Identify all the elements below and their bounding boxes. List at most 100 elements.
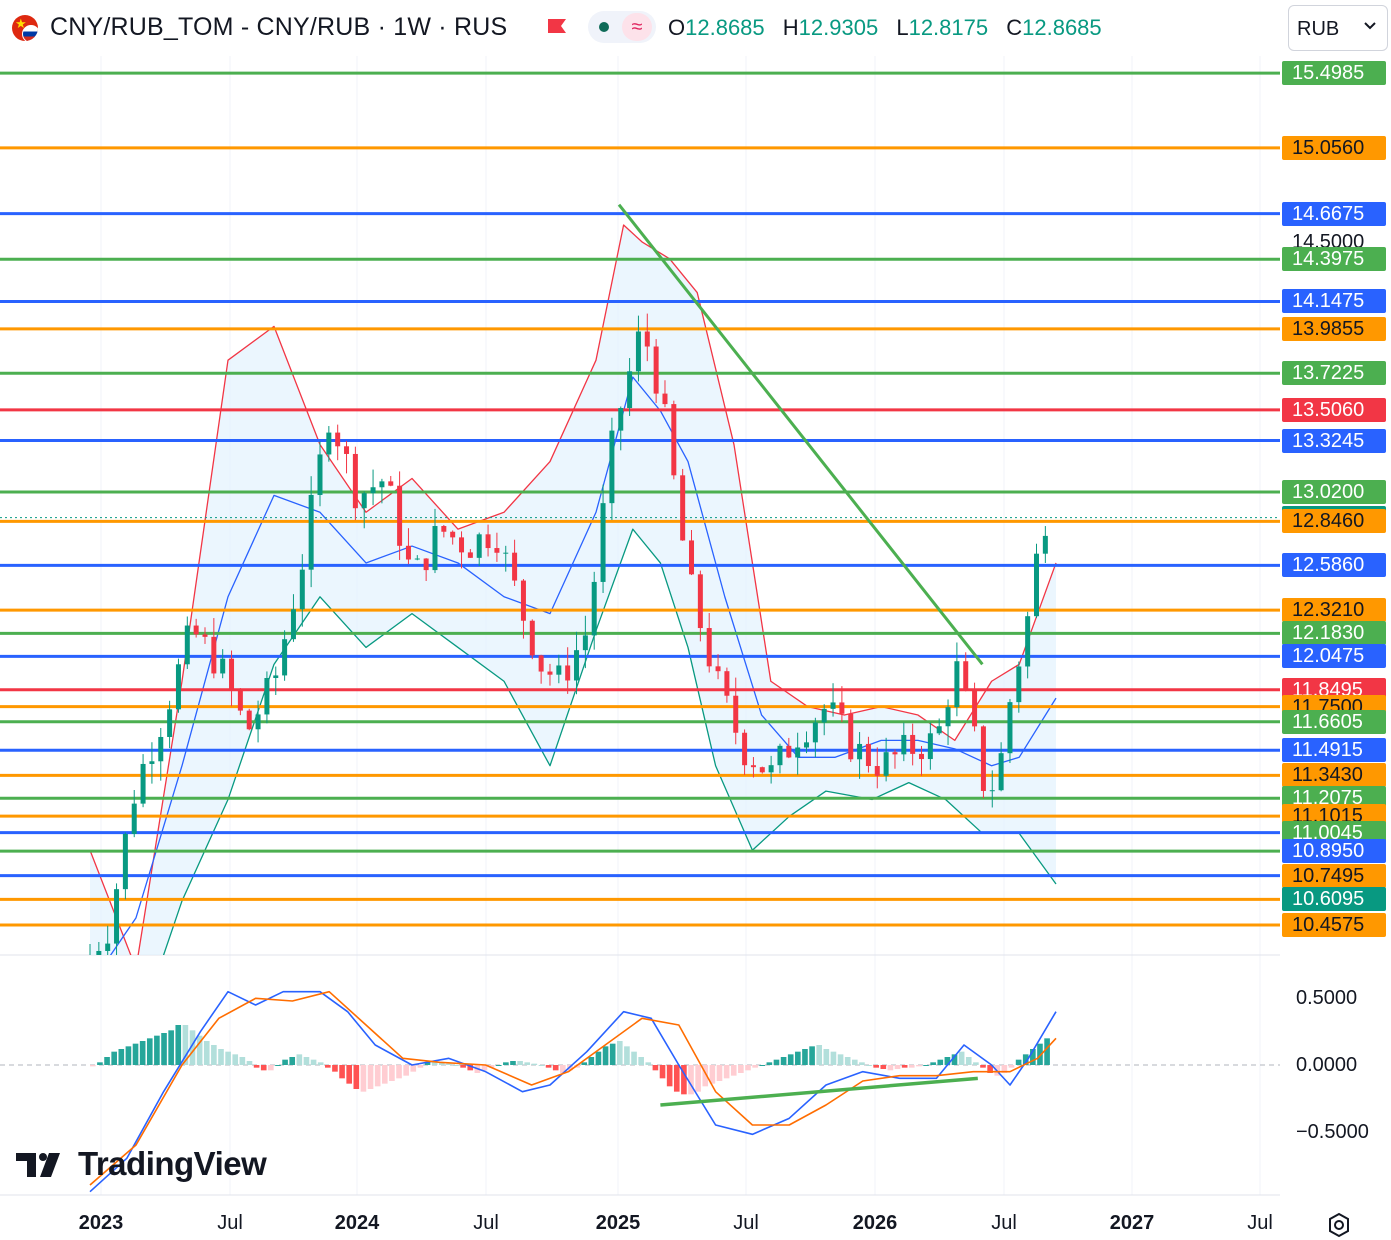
macd-histogram-bar [310, 1059, 317, 1065]
macd-histogram-bar [581, 1062, 588, 1065]
candle [237, 688, 243, 716]
high-key: H [782, 15, 799, 40]
candle [768, 755, 774, 784]
candle [874, 747, 880, 789]
candle-body [1042, 535, 1048, 554]
candle [459, 531, 465, 569]
divergence-line [660, 1076, 978, 1107]
candle-body [202, 634, 208, 637]
macd-histogram-bar [659, 1065, 666, 1079]
candle-body [963, 661, 969, 690]
macd-histogram-bar [830, 1051, 837, 1065]
low-value: 12.8175 [908, 15, 989, 40]
candle [759, 766, 765, 774]
macd-histogram-bar [203, 1041, 210, 1065]
candle [441, 524, 447, 538]
candle-body [644, 331, 650, 347]
candle-body [600, 503, 606, 582]
candle [635, 315, 641, 382]
candle [1016, 661, 1022, 713]
candle [290, 594, 296, 642]
candle [423, 558, 429, 581]
candle-body [706, 628, 712, 667]
macd-histogram-bar [275, 1065, 281, 1066]
macd-histogram-bar [125, 1046, 132, 1065]
close-value: 12.8685 [1022, 15, 1102, 40]
macd-histogram-bar [132, 1043, 139, 1065]
low-key: L [896, 15, 909, 40]
candle [485, 524, 491, 557]
candle-body [131, 803, 137, 834]
candle [945, 699, 951, 745]
tradingview-logo[interactable]: TradingView [16, 1144, 267, 1184]
macd-histogram-bar [303, 1057, 310, 1065]
candle [476, 532, 482, 567]
macd-histogram-bar [958, 1051, 965, 1065]
candle [1034, 543, 1040, 619]
candle-body [989, 790, 995, 792]
macd-histogram-bar [894, 1065, 901, 1069]
close-key: C [1006, 15, 1023, 40]
candle-body [237, 690, 243, 711]
macd-histogram-bar [673, 1065, 680, 1092]
flag-marker-icon[interactable] [545, 16, 569, 40]
candle-body [945, 707, 951, 727]
time-tick-label: 2024 [334, 1212, 380, 1234]
candle [680, 468, 686, 541]
price-label: 12.5860 [1282, 553, 1386, 578]
candle [936, 718, 942, 736]
bollinger-basis [109, 376, 1057, 955]
settings-gear-icon[interactable] [1325, 1211, 1353, 1239]
candle [538, 654, 544, 684]
candle [795, 732, 801, 775]
candle [706, 613, 712, 673]
macd-histogram-bar [424, 1062, 431, 1065]
macd-histogram-bar [346, 1065, 352, 1084]
candle-body [308, 494, 314, 570]
candle [131, 789, 137, 838]
macd-histogram-bar [431, 1061, 438, 1065]
macd-histogram-bar [965, 1057, 972, 1065]
candle [556, 654, 562, 684]
macd-histogram-bar [624, 1046, 630, 1065]
macd-histogram-bar [602, 1046, 609, 1065]
candle [963, 652, 969, 692]
macd-histogram-bar [930, 1062, 936, 1065]
market-status-pill[interactable]: ≈ [588, 11, 656, 43]
candle-body [282, 639, 288, 676]
macd-histogram-bar [944, 1057, 951, 1065]
approx-icon: ≈ [622, 13, 652, 41]
price-pane [0, 71, 1280, 955]
macd-histogram-bar [980, 1065, 986, 1068]
macd-line [89, 990, 1057, 1193]
symbol-title[interactable]: CNY/RUB_TOM - CNY/RUB · 1W · RUS [50, 13, 508, 41]
candle-body [1034, 553, 1040, 617]
time-tick-label: Jul [991, 1212, 1017, 1234]
macd-histogram-bar [196, 1035, 203, 1065]
macd-histogram-bar [802, 1049, 808, 1065]
candle [193, 618, 199, 638]
candle-body [892, 752, 898, 755]
macd-histogram-bar [438, 1062, 445, 1065]
price-label: 12.1830 [1282, 621, 1386, 646]
currency-selector[interactable]: RUB [1288, 5, 1388, 51]
candle [512, 539, 518, 587]
macd-histogram-bar [695, 1065, 701, 1092]
candle [812, 717, 818, 758]
candle [326, 426, 332, 462]
macd-tick-label: 0.5000 [1296, 987, 1358, 1010]
candle [114, 883, 120, 955]
macd-histogram-bar [211, 1045, 217, 1065]
candle [370, 469, 376, 506]
candle [344, 440, 350, 474]
candle [149, 742, 155, 784]
macd-histogram-bar [545, 1065, 552, 1068]
macd-histogram-bar [951, 1054, 958, 1065]
candle-body [211, 636, 217, 674]
macd-histogram-bar [146, 1038, 153, 1065]
candle [335, 424, 341, 461]
candle-body [786, 745, 792, 758]
macd-histogram-bar [232, 1054, 239, 1065]
